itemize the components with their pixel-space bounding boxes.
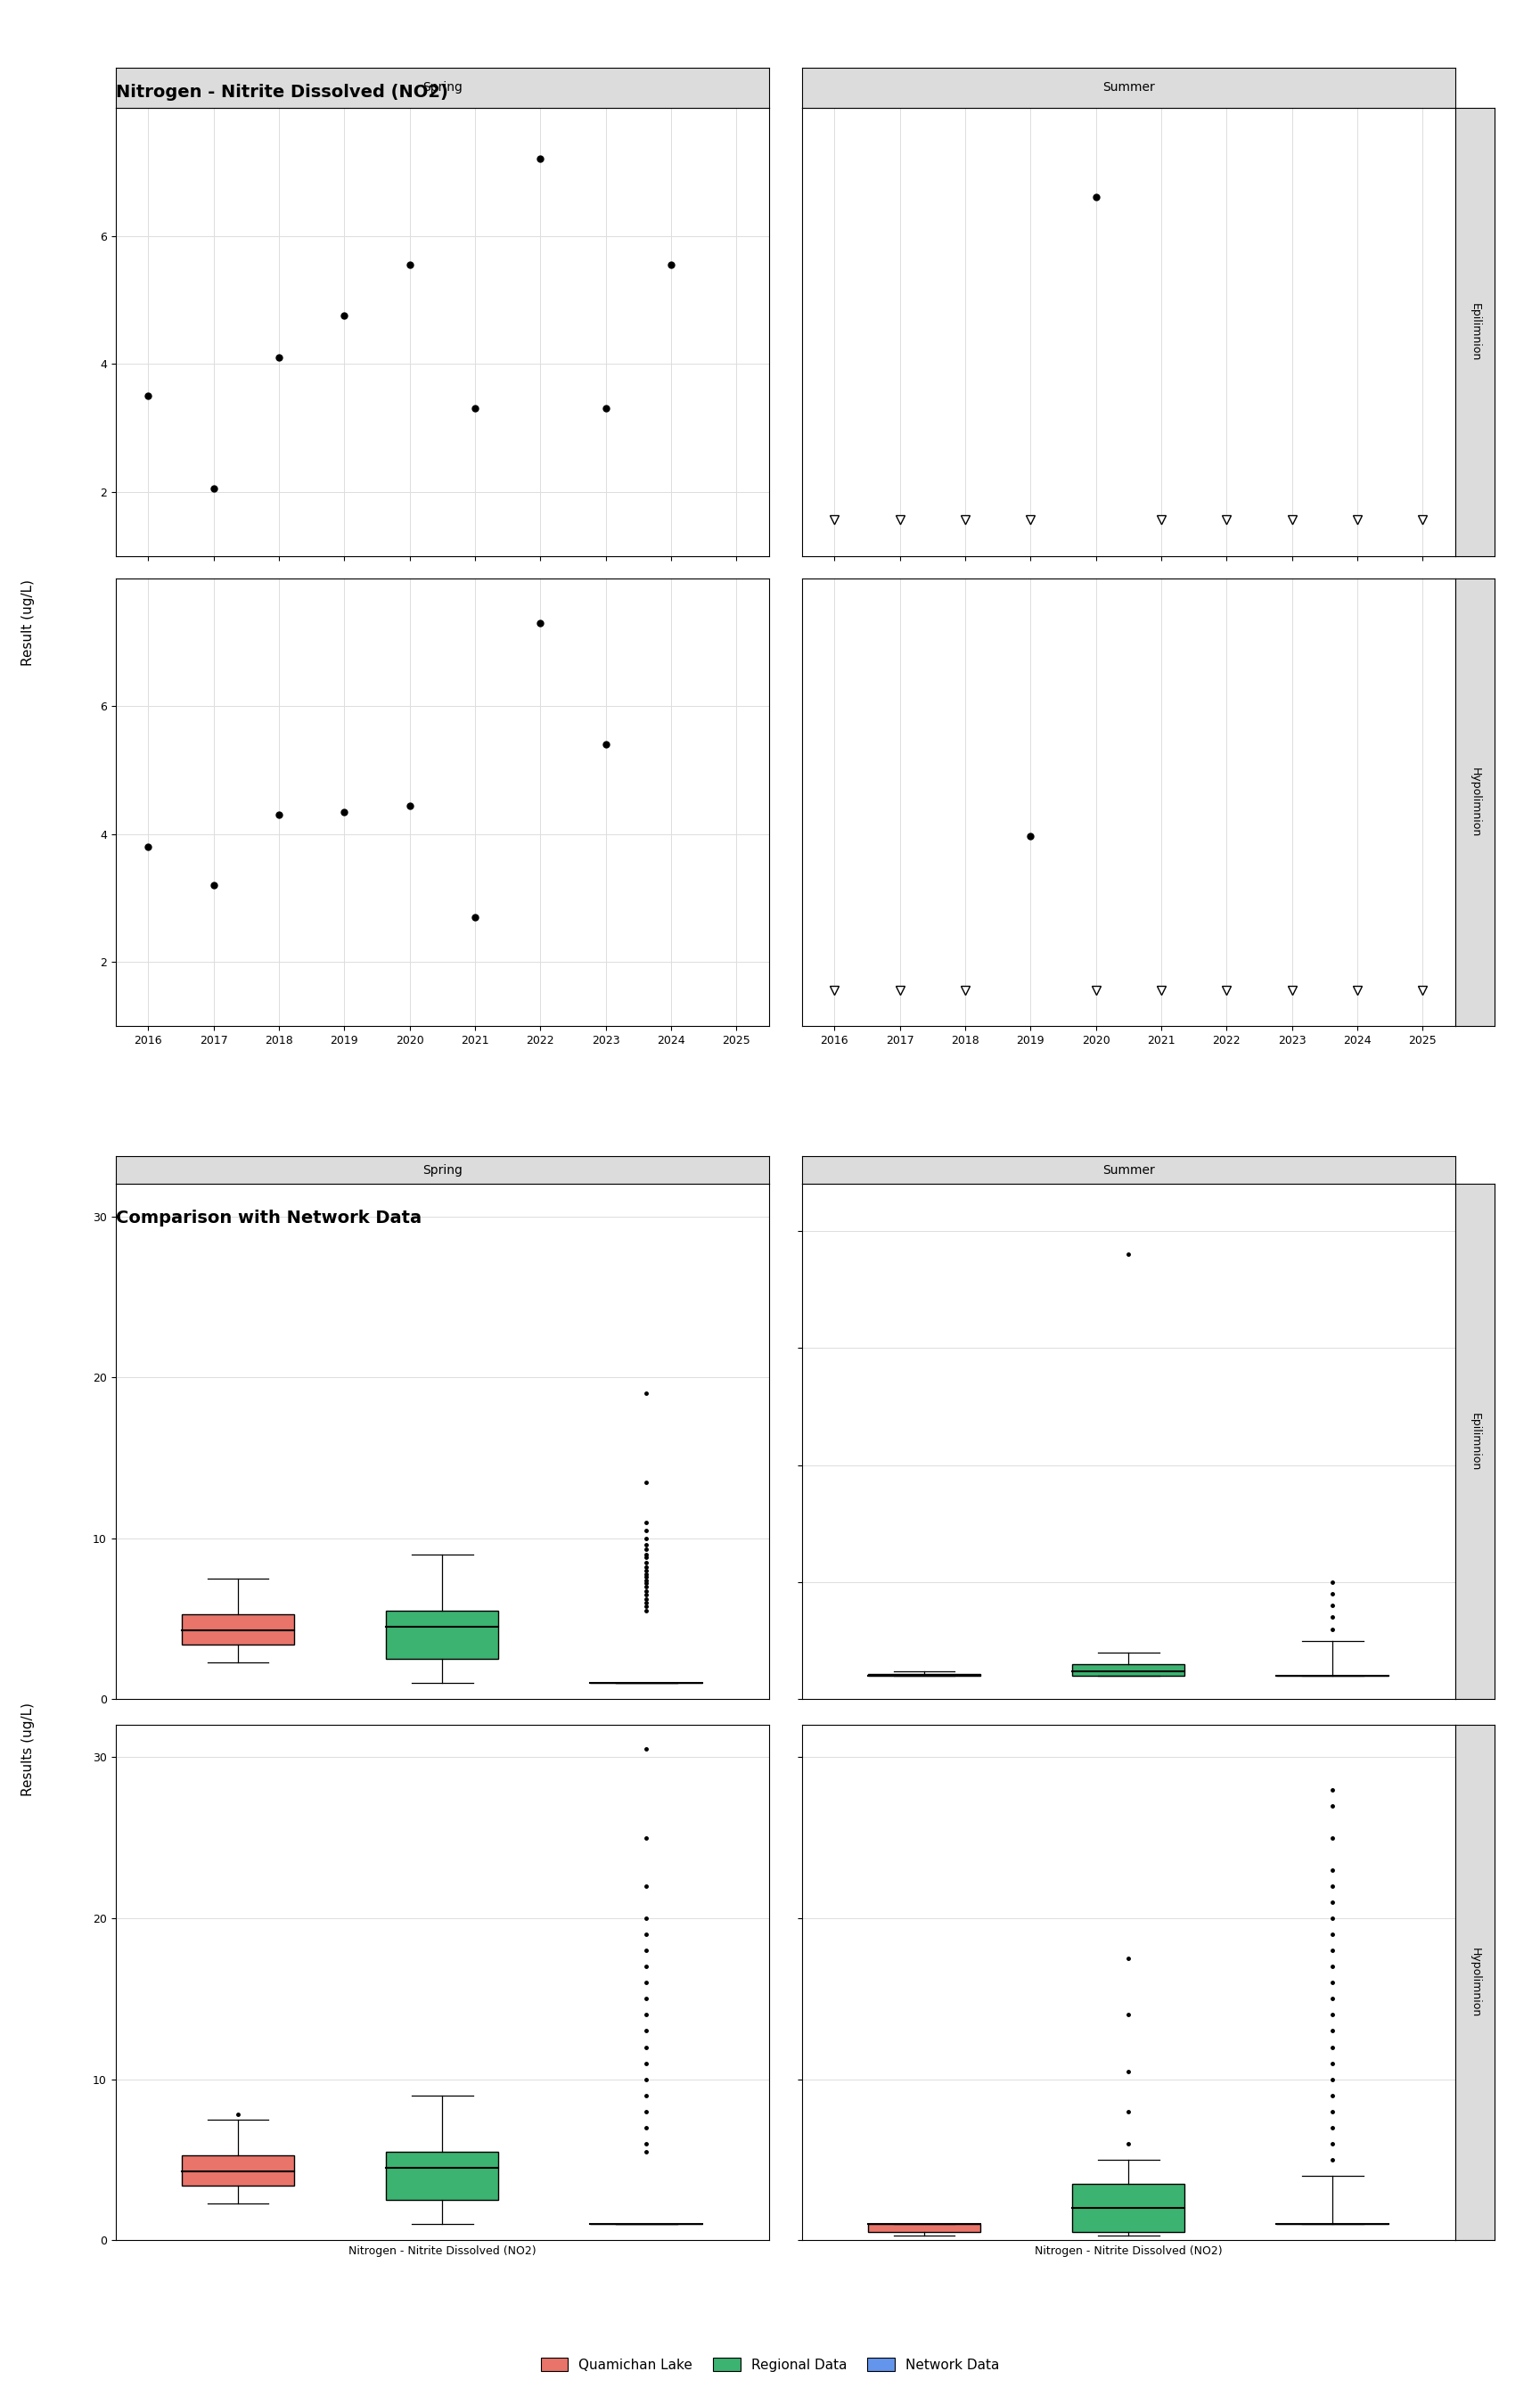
FancyBboxPatch shape: [387, 1610, 499, 1658]
FancyBboxPatch shape: [182, 1615, 294, 1644]
Text: Results (ug/L): Results (ug/L): [22, 1701, 34, 1797]
Text: Comparison with Network Data: Comparison with Network Data: [116, 1210, 422, 1227]
FancyBboxPatch shape: [387, 2152, 499, 2200]
FancyBboxPatch shape: [1072, 2183, 1184, 2233]
Legend: Quamichan Lake, Regional Data, Network Data: Quamichan Lake, Regional Data, Network D…: [534, 2353, 1006, 2377]
FancyBboxPatch shape: [869, 2223, 981, 2233]
FancyBboxPatch shape: [182, 2154, 294, 2185]
Text: Result (ug/L): Result (ug/L): [22, 580, 34, 666]
FancyBboxPatch shape: [1072, 1665, 1184, 1675]
X-axis label: Nitrogen - Nitrite Dissolved (NO2): Nitrogen - Nitrite Dissolved (NO2): [348, 2245, 536, 2257]
X-axis label: Nitrogen - Nitrite Dissolved (NO2): Nitrogen - Nitrite Dissolved (NO2): [1035, 2245, 1223, 2257]
Text: Nitrogen - Nitrite Dissolved (NO2): Nitrogen - Nitrite Dissolved (NO2): [116, 84, 448, 101]
